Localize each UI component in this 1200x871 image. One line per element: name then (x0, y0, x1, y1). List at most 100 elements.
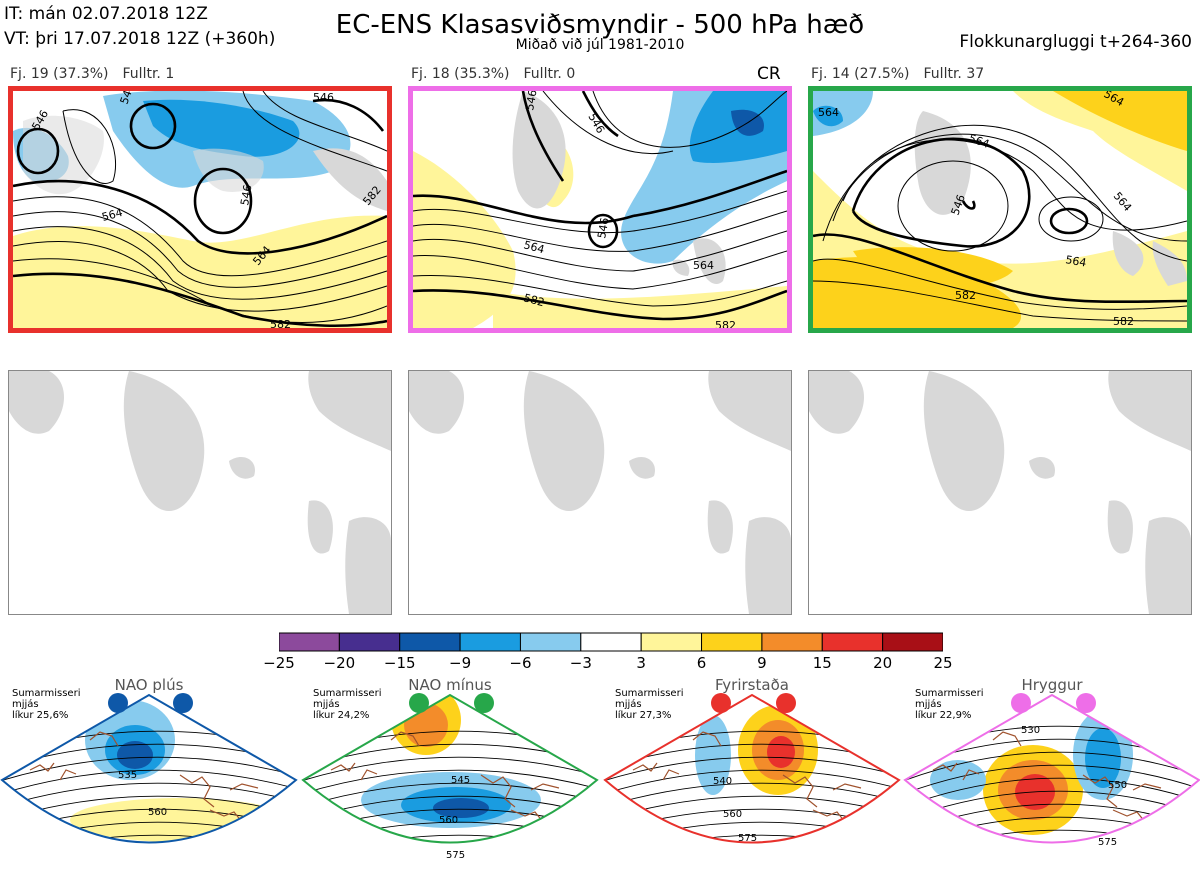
contour-label: 582 (522, 291, 546, 309)
height-contour (303, 782, 597, 808)
cluster-2-anomaly-map: 546 546 546 564 564 582 582 (413, 91, 787, 328)
cluster-3-anomaly-map: 564 564 564 546 564 564 582 582 (813, 91, 1187, 328)
regime-fan-outline (0, 693, 298, 844)
regime-contour-label: 550 (1108, 780, 1127, 791)
colorbar-tick-label: 25 (933, 654, 953, 672)
regime-season: Sumarmisseri (12, 688, 81, 699)
colorbar-bin (701, 632, 763, 652)
cluster-1-anomaly-map: 546 546 546 564 564 546 582 582 (13, 91, 387, 328)
colorbar-bin (882, 632, 943, 652)
colorbar-bin (580, 632, 642, 652)
colorbar-bin (338, 632, 401, 652)
colorbar-bin (640, 632, 703, 652)
regime-likur: líkur 24,2% (313, 710, 370, 721)
contour-label: 564 (1064, 253, 1087, 269)
anomaly-area (1015, 852, 1047, 864)
regime-season: Sumarmisseri (615, 688, 684, 699)
height-contour (905, 764, 1199, 795)
regime-contour-label: 545 (451, 775, 470, 786)
cluster-1-map: 546 546 546 564 564 546 582 582 (8, 86, 392, 333)
colorbar-tick-label: −15 (383, 654, 416, 672)
anomaly-colorbar (279, 632, 943, 652)
colorbar-bin (279, 632, 340, 652)
cluster-1-count: Fj. 19 (37.3%) (10, 66, 109, 82)
contour-label: 546 (313, 91, 334, 104)
landmass-outline (809, 371, 1191, 614)
colorbar-bin (821, 632, 884, 652)
colorbar-tick-label: −20 (323, 654, 356, 672)
regime-contour-label: 540 (713, 776, 732, 787)
cluster-2-rep: Fulltr. 0 (523, 66, 576, 82)
regime-fan-map: 530 550 575 (903, 693, 1200, 864)
regime-fan-outline (301, 693, 599, 844)
cluster-2-map: 546 546 546 564 564 582 582 (408, 86, 792, 333)
regime-fan-outline (603, 693, 901, 844)
cluster-3-rep: Fulltr. 37 (923, 66, 985, 82)
contour-label: 564 (1111, 190, 1134, 214)
regime-season: Sumarmisseri (313, 688, 382, 699)
colorbar-tick-label: 15 (812, 654, 832, 672)
height-contour (605, 782, 899, 808)
valid-time: VT: þri 17.07.2018 12Z (+360h) (4, 29, 276, 49)
regime-marker-dot (776, 693, 796, 713)
colorbar-tick-label: 20 (873, 654, 893, 672)
height-contour (905, 829, 1199, 843)
colorbar-tick-label: 6 (696, 654, 707, 672)
colorbar-tick-label: 3 (636, 654, 646, 672)
anomaly-area (433, 798, 489, 818)
regime-marker-dot (173, 693, 193, 713)
landmass-outline (409, 371, 791, 614)
colorbar-tick-label: −25 (263, 654, 295, 672)
anomaly-area (1085, 728, 1121, 788)
regime-info: Sumarmisseri mjjás líkur 25,6% (12, 688, 80, 721)
page-subtitle: Miðað við júl 1981-2010 (515, 37, 685, 53)
contour-label: 564 (818, 106, 839, 119)
cluster-3-map: 564 564 564 546 564 564 582 582 (808, 86, 1192, 333)
regime-season: Sumarmisseri (915, 688, 984, 699)
initial-time: IT: mán 02.07.2018 12Z (4, 4, 208, 24)
height-contour (605, 756, 899, 782)
regime-contour-label: 575 (446, 850, 465, 861)
classification-window: Flokkunargluggi t+264-360 (959, 32, 1192, 52)
empty-map-2 (408, 370, 792, 615)
regime-name: Hryggur (1021, 676, 1083, 694)
regime-marker-dot (108, 693, 128, 713)
colorbar-bin (399, 632, 461, 652)
regime-contour-label: 575 (1098, 837, 1117, 848)
contour-label: 564 (967, 132, 991, 151)
contour-label: 546 (523, 91, 539, 112)
height-contour (905, 751, 1199, 782)
height-contour (2, 756, 296, 782)
regime-ref: mjjás (313, 699, 340, 710)
regime-contour-label: 535 (118, 770, 137, 781)
regime-ref: mjjás (12, 699, 39, 710)
contour-label: 582 (1113, 315, 1134, 328)
anomaly-area (767, 736, 795, 768)
height-contour (2, 769, 296, 795)
regime-contour-label: 530 (1021, 725, 1040, 736)
contour-label: 582 (955, 289, 976, 302)
regime-marker-dot (711, 693, 731, 713)
regime-likur: líkur 27,3% (615, 710, 672, 721)
landmass-outline (9, 371, 391, 614)
colorbar-bin (459, 632, 521, 652)
height-contour (303, 834, 597, 843)
regime-marker-dot (1076, 693, 1096, 713)
cluster-2-label: Fj. 18 (35.3%) Fulltr. 0 (411, 66, 589, 82)
regime-name: NAO plús (114, 676, 184, 694)
coastline (932, 731, 1162, 823)
cluster-3-count: Fj. 14 (27.5%) (811, 66, 910, 82)
height-contour (303, 756, 597, 782)
anomaly-area (117, 741, 153, 769)
colorbar-bin (519, 632, 582, 652)
height-contour (2, 782, 296, 808)
contour-label: 582 (270, 318, 291, 328)
regime-info: Sumarmisseri mjjás líkur 22,9% (915, 688, 983, 721)
regime-contour-label: 575 (738, 833, 757, 844)
cluster-2-count: Fj. 18 (35.3%) (411, 66, 510, 82)
empty-map-3 (808, 370, 1192, 615)
contour-label: 582 (715, 319, 736, 328)
regime-info: Sumarmisseri mjjás líkur 27,3% (615, 688, 683, 721)
colorbar-bin (761, 632, 823, 652)
regime-marker-dot (474, 693, 494, 713)
